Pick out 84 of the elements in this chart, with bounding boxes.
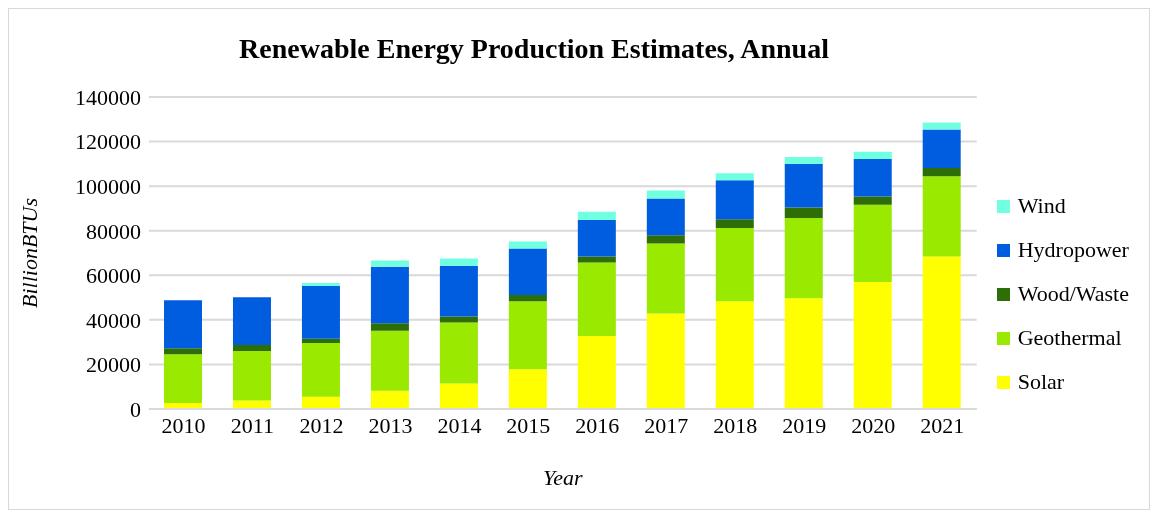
bar: [853, 204, 892, 282]
bar: [646, 235, 685, 244]
bar: [439, 322, 478, 384]
x-tick-label: 2010: [161, 412, 206, 438]
bar: [508, 248, 547, 296]
bar: [715, 219, 754, 229]
bar: [646, 313, 685, 409]
bar: [232, 351, 271, 401]
bar: [577, 220, 616, 257]
x-tick-label: 2016: [575, 412, 620, 438]
x-tick-label: 2013: [368, 412, 413, 438]
y-tick-label: 40000: [86, 307, 141, 333]
x-tick-label: 2019: [782, 412, 827, 438]
x-tick-label: 2021: [920, 412, 965, 438]
bar: [370, 260, 409, 267]
bar: [784, 218, 823, 299]
bar: [715, 301, 754, 409]
x-tick-label: 2020: [851, 412, 896, 438]
bar: [301, 343, 340, 397]
bar: [715, 173, 754, 181]
bar: [232, 345, 271, 352]
bar: [164, 354, 202, 403]
bar: [577, 262, 616, 336]
bar: [922, 129, 961, 169]
y-tick-label: 20000: [86, 352, 141, 378]
bar: [439, 383, 478, 409]
bar: [646, 190, 685, 199]
chart-title: Renewable Energy Production Estimates, Annual: [238, 33, 830, 65]
bar: [853, 196, 892, 205]
bar: [370, 390, 409, 409]
x-tick-label: 2012: [299, 412, 344, 438]
x-tick-label: 2015: [506, 412, 551, 438]
bar: [439, 316, 478, 323]
bar: [301, 283, 340, 286]
bar: [164, 348, 202, 355]
bar: [301, 396, 340, 409]
bar: [853, 281, 892, 409]
bar: [853, 158, 892, 197]
bar: [508, 295, 547, 302]
bar: [784, 164, 823, 208]
legend-label: Hydropower: [1017, 237, 1129, 263]
bar: [508, 241, 547, 249]
x-tick-label: 2014: [437, 412, 482, 438]
x-axis-title: Year: [543, 465, 584, 490]
bar: [301, 338, 340, 344]
bar: [715, 180, 754, 220]
bar: [370, 330, 409, 391]
y-axis-title: BillionBTUs: [16, 197, 42, 309]
y-tick-label: 140000: [75, 84, 141, 110]
x-tick-label: 2011: [230, 412, 275, 438]
bar: [853, 151, 892, 159]
y-tick-label: 120000: [75, 129, 141, 155]
bar: [922, 122, 961, 130]
bar: [370, 323, 409, 331]
bar: [508, 301, 547, 370]
y-tick-label: 60000: [86, 263, 141, 289]
bar: [784, 298, 823, 409]
bar: [715, 228, 754, 302]
legend-label: Solar: [1017, 369, 1065, 395]
bar: [370, 266, 409, 324]
y-tick-label: 80000: [86, 218, 141, 244]
bar: [922, 168, 961, 177]
legend-label: Wind: [1017, 193, 1066, 219]
y-tick-label: 100000: [75, 173, 141, 199]
bar: [439, 265, 478, 317]
x-tick-label: 2017: [644, 412, 689, 438]
bar: [646, 198, 685, 236]
x-tick-label: 2018: [713, 412, 758, 438]
bar: [577, 256, 616, 263]
bar: [784, 156, 823, 165]
bar: [301, 285, 340, 339]
bar: [232, 297, 271, 346]
bar: [439, 258, 478, 266]
bar: [508, 369, 547, 409]
bar: [164, 300, 202, 349]
bar: [922, 256, 961, 409]
bar: [646, 243, 685, 314]
legend-label: Geothermal: [1017, 325, 1122, 351]
y-tick-label: 0: [130, 396, 141, 422]
legend-label: Wood/Waste: [1017, 281, 1129, 307]
bar: [577, 211, 616, 221]
bar: [922, 176, 961, 257]
bar: [784, 207, 823, 219]
bar: [577, 335, 616, 409]
